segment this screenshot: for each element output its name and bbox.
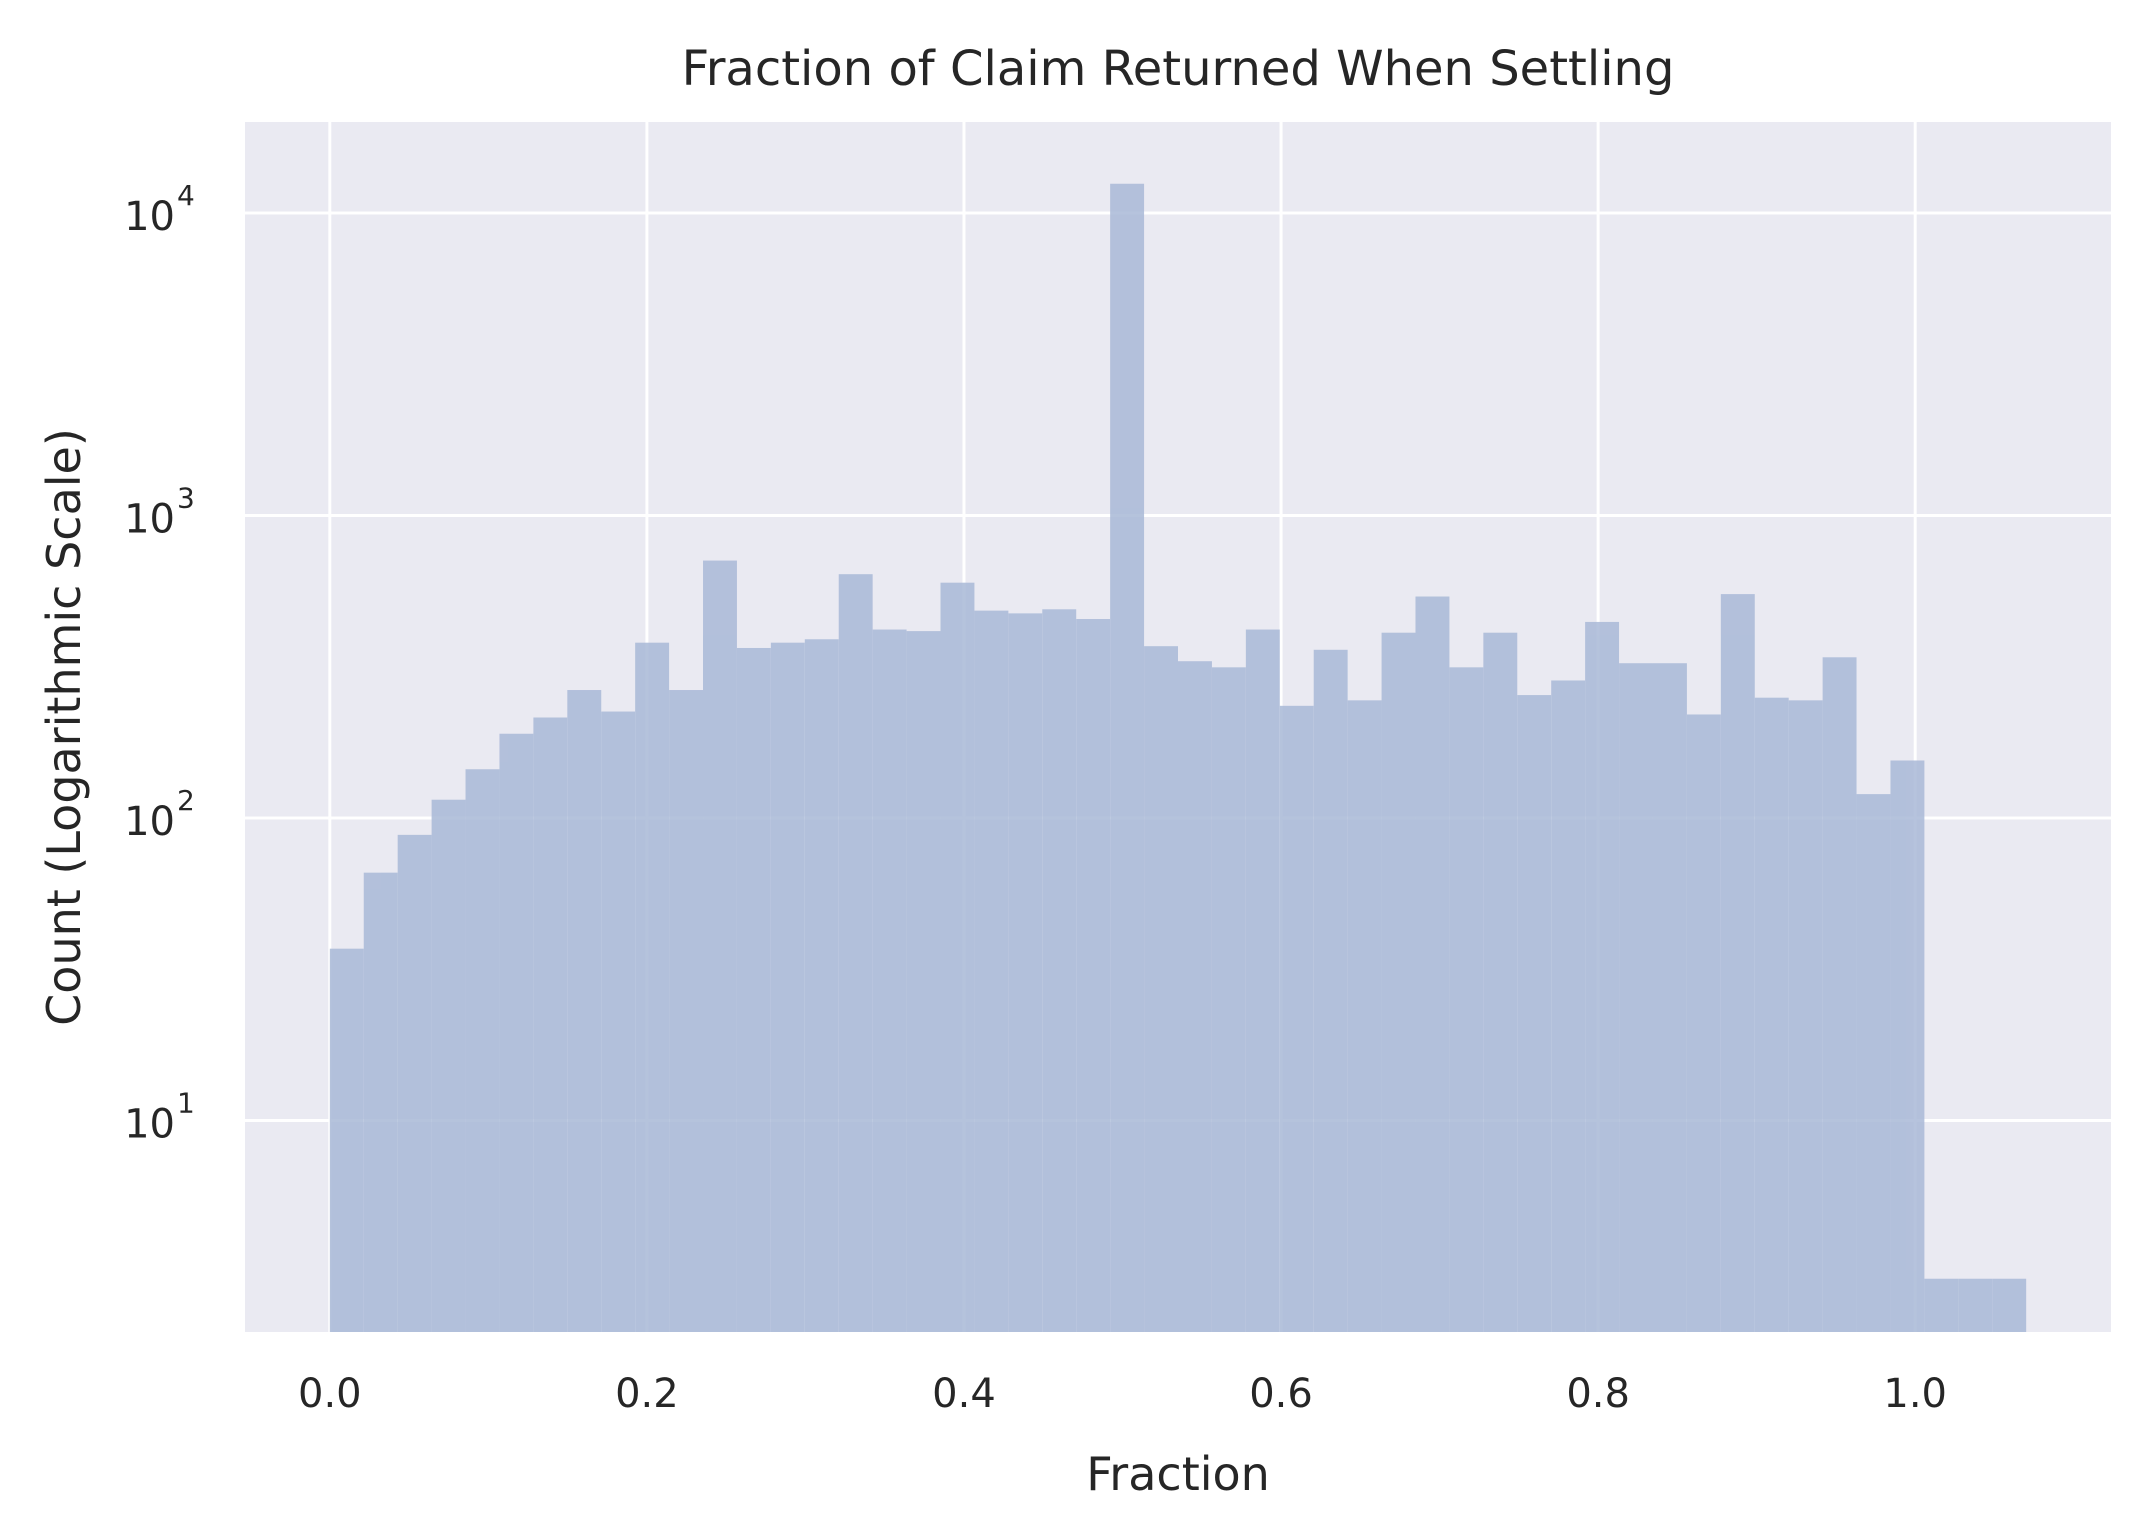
histogram-bar [1110,183,1145,1332]
histogram-bar [906,631,941,1332]
y-tick-exponent: 3 [177,482,195,515]
histogram-bar [974,610,1009,1332]
histogram-bar [1822,657,1857,1332]
histogram-bar [804,639,839,1332]
y-axis-label: Count (Logarithmic Scale) [37,428,91,1026]
histogram-bar [397,834,432,1332]
histogram-bar [1958,1278,1993,1332]
histogram-bar [1992,1278,2027,1332]
histogram-bar [363,872,398,1332]
histogram-bar [1924,1278,1959,1332]
histogram-bar [533,717,568,1332]
histogram-bar [1890,760,1925,1332]
histogram-bar [1449,667,1484,1332]
histogram-bar [1856,794,1891,1332]
x-tick-label: 0.2 [615,1371,679,1417]
histogram-bar [1313,649,1348,1332]
histogram-bar [770,642,805,1332]
histogram-bar [465,769,500,1332]
x-tick-label: 0.6 [1249,1371,1313,1417]
histogram-bar [1754,697,1789,1332]
y-tick-label: 10 4 [124,179,195,240]
histogram-bar [1347,700,1382,1332]
y-tick-base: 10 [124,799,175,845]
histogram-bar [1381,632,1416,1332]
histogram-bar [1788,700,1823,1332]
y-tick-base: 10 [124,497,175,543]
histogram-bar [1686,714,1721,1332]
histogram-bar [838,574,873,1332]
bars [329,183,2027,1332]
y-tick-label: 10 1 [124,1087,195,1148]
histogram-bar [1585,621,1620,1332]
histogram-bar [1211,667,1246,1332]
histogram-bar [567,690,602,1332]
histogram-bar [1042,609,1077,1332]
histogram-bar [431,799,466,1332]
histogram-bar [601,711,636,1332]
histogram-bar [635,642,670,1332]
x-tick-label: 0.8 [1566,1371,1630,1417]
x-tick-label: 0.0 [298,1371,362,1417]
histogram-bar [1483,632,1518,1332]
histogram-bar [1076,619,1111,1332]
histogram-bar [872,629,907,1332]
y-tick-label: 10 3 [124,482,195,543]
y-tick-label: 10 2 [124,784,195,845]
histogram-bar [1551,680,1586,1332]
histogram-bar [669,690,704,1332]
histogram-bar [1178,661,1212,1332]
y-tick-base: 10 [124,1102,175,1148]
histogram-bar [1619,663,1653,1332]
y-tick-base: 10 [124,194,175,240]
histogram-bar [1144,646,1178,1332]
histogram-bar [1415,596,1450,1332]
histogram-bar [1652,663,1687,1332]
y-tick-exponent: 2 [177,784,195,817]
histogram-bar [940,582,975,1332]
y-tick-exponent: 4 [177,179,195,212]
x-tick-label: 1.0 [1883,1371,1947,1417]
histogram-bar [499,733,534,1332]
y-tick-exponent: 1 [177,1087,195,1120]
histogram-bar [736,647,771,1332]
x-tick-labels: 0.0 0.2 0.4 0.6 0.8 1.0 [298,1371,1947,1417]
histogram-bar [1720,594,1755,1332]
x-tick-label: 0.4 [932,1371,996,1417]
histogram-bar [1245,629,1280,1332]
histogram-bar [329,948,364,1332]
histogram-bar [703,560,737,1332]
x-axis-label: Fraction [1086,1447,1270,1501]
histogram-bar [1008,613,1043,1332]
chart-title: Fraction of Claim Returned When Settling [682,41,1675,97]
histogram-bar [1279,705,1314,1332]
histogram-bar [1517,695,1552,1332]
